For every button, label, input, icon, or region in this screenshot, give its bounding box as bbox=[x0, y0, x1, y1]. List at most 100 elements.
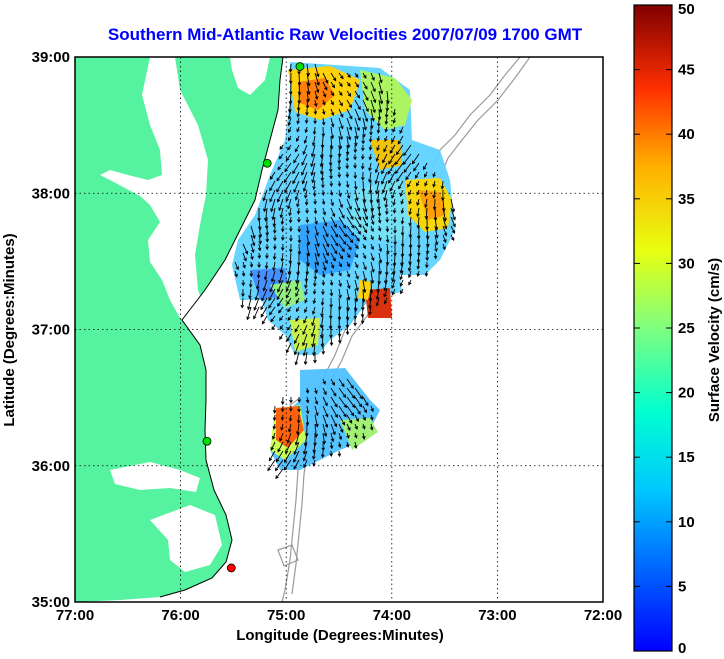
velocity-arrow bbox=[434, 234, 439, 246]
velocity-arrow bbox=[293, 459, 300, 470]
velocity-arrow bbox=[278, 198, 284, 212]
velocity-arrow bbox=[295, 315, 300, 322]
velocity-arrow bbox=[241, 279, 246, 287]
velocity-arrow bbox=[354, 252, 359, 259]
velocity-arrow bbox=[346, 207, 354, 221]
velocity-vectors bbox=[234, 63, 456, 480]
velocity-arrow bbox=[369, 117, 374, 130]
velocity-arrow bbox=[284, 450, 292, 463]
velocity-arrow bbox=[362, 207, 369, 221]
velocity-arrow bbox=[328, 162, 333, 173]
velocity-arrow bbox=[353, 441, 358, 450]
velocity-arrow bbox=[264, 261, 269, 270]
velocity-arrow bbox=[330, 207, 336, 218]
velocity-arrow bbox=[302, 342, 308, 357]
velocity-arrow bbox=[287, 315, 292, 321]
velocity-arrow bbox=[345, 162, 350, 170]
velocity-arrow bbox=[250, 225, 256, 240]
velocity-arrow bbox=[280, 216, 285, 226]
velocity-arrow bbox=[305, 207, 309, 214]
velocity-arrow bbox=[392, 198, 396, 207]
velocity-arrow bbox=[269, 306, 276, 316]
velocity-arrow bbox=[338, 405, 347, 418]
velocity-arrow bbox=[293, 342, 300, 356]
velocity-arrow bbox=[320, 171, 325, 182]
velocity-arrow bbox=[338, 270, 342, 277]
velocity-arrow bbox=[310, 162, 316, 177]
velocity-arrow bbox=[370, 243, 374, 251]
velocity-arrow bbox=[279, 315, 284, 322]
velocity-arrow bbox=[294, 189, 300, 201]
velocity-arrow bbox=[268, 288, 276, 302]
velocity-arrow bbox=[330, 216, 337, 229]
velocity-arrow bbox=[330, 198, 335, 207]
velocity-arrow bbox=[433, 252, 438, 260]
velocity-arrow bbox=[242, 243, 249, 255]
velocity-arrow bbox=[250, 243, 255, 254]
velocity-arrow bbox=[280, 234, 285, 241]
velocity-arrow bbox=[385, 216, 390, 223]
x-tick-label: 72:00 bbox=[584, 607, 622, 624]
velocity-arrow bbox=[353, 315, 357, 327]
velocity-arrow bbox=[295, 297, 300, 304]
station-marker bbox=[295, 62, 305, 71]
colorbar-tick-label: 10 bbox=[678, 514, 695, 531]
velocity-arrow bbox=[411, 153, 420, 165]
velocity-arrow bbox=[354, 216, 362, 229]
velocity-arrow bbox=[416, 189, 420, 196]
velocity-arrow bbox=[354, 396, 363, 408]
velocity-arrow bbox=[338, 126, 344, 141]
velocity-arrow bbox=[242, 261, 246, 269]
velocity-arrow bbox=[337, 162, 342, 171]
velocity-arrow bbox=[258, 234, 262, 245]
velocity-arrow bbox=[314, 261, 319, 274]
velocity-arrow bbox=[330, 261, 335, 269]
velocity-arrow bbox=[283, 459, 292, 471]
velocity-arrow bbox=[275, 468, 284, 480]
y-tick-label: 39:00 bbox=[32, 49, 70, 66]
velocity-arrow bbox=[368, 306, 372, 316]
velocity-arrow bbox=[273, 243, 277, 251]
velocity-arrow bbox=[376, 144, 380, 152]
velocity-arrow bbox=[288, 216, 293, 224]
velocity-arrow bbox=[303, 351, 308, 366]
velocity-arrow bbox=[424, 171, 428, 178]
velocity-arrow bbox=[292, 171, 300, 185]
velocity-arrow bbox=[345, 441, 350, 448]
velocity-arrow bbox=[277, 297, 284, 307]
velocity-arrow bbox=[346, 225, 355, 237]
velocity-arrow bbox=[321, 189, 326, 197]
velocity-arrow bbox=[338, 225, 347, 238]
velocity-arrow bbox=[312, 297, 317, 305]
velocity-arrow bbox=[338, 243, 345, 253]
velocity-arrow bbox=[450, 216, 456, 228]
x-tick-label: 75:00 bbox=[267, 607, 305, 624]
velocity-arrow bbox=[321, 180, 325, 189]
velocity-arrow bbox=[313, 198, 317, 205]
velocity-arrow bbox=[330, 396, 338, 408]
velocity-arrow bbox=[330, 234, 339, 247]
velocity-arrow bbox=[403, 144, 412, 157]
velocity-arrow bbox=[413, 162, 420, 172]
velocity-arrow bbox=[378, 99, 383, 114]
velocity-arrow bbox=[399, 189, 404, 197]
velocity-arrow bbox=[322, 234, 330, 248]
colorbar-tick-label: 25 bbox=[678, 320, 695, 337]
velocity-arrow bbox=[423, 162, 428, 171]
velocity-arrow bbox=[280, 414, 285, 421]
velocity-arrow bbox=[370, 270, 375, 285]
velocity-arrow bbox=[306, 243, 311, 257]
velocity-arrow bbox=[338, 99, 343, 107]
velocity-arrow bbox=[267, 459, 276, 472]
velocity-arrow bbox=[354, 135, 358, 147]
velocity-arrow bbox=[279, 432, 284, 442]
colorbar-ticks: 0 5 10 15 20 25 30 35 40 45 50 bbox=[634, 1, 695, 657]
velocity-arrow bbox=[305, 225, 310, 235]
velocity-arrow bbox=[312, 450, 316, 460]
velocity-arrow bbox=[304, 279, 308, 289]
velocity-arrow bbox=[424, 198, 428, 209]
y-tick-label: 36:00 bbox=[32, 458, 70, 475]
velocity-arrow bbox=[354, 180, 358, 191]
velocity-arrow bbox=[280, 243, 285, 252]
velocity-arrow bbox=[370, 99, 376, 114]
